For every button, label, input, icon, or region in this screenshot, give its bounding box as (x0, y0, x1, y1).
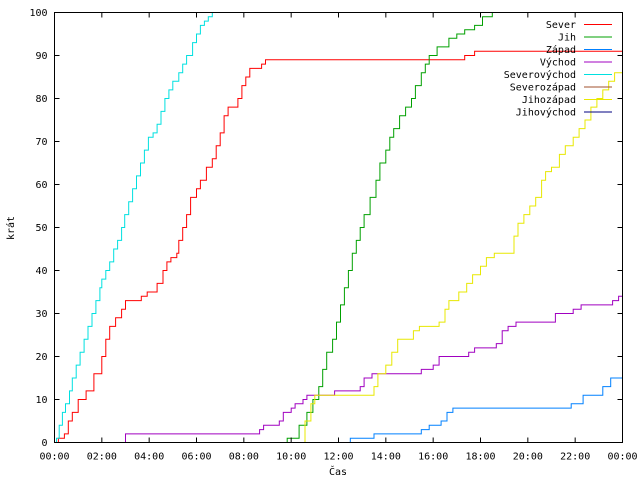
series-line-3 (349, 377, 623, 443)
y-tick-label: 80 (35, 94, 47, 105)
series-line-4 (125, 295, 623, 443)
y-axis-label: krát (5, 216, 17, 240)
y-tick-label: 40 (35, 266, 47, 277)
legend-label: Severozápad (510, 82, 576, 94)
legend-label: Jihozápad (522, 94, 576, 106)
y-tick-label: 90 (35, 51, 47, 62)
x-tick-label: 10:00 (276, 452, 306, 463)
y-tick-label: 20 (35, 352, 47, 363)
y-tick-label: 70 (35, 137, 47, 148)
legend-label: Severovýchod (504, 69, 576, 81)
legend-label: Jihovýchod (516, 107, 576, 119)
x-ticks: 00:00 02:00 04:00 06:00 08:00 10:00 12:00 14:00… (39, 12, 638, 463)
series-line-7 (304, 64, 623, 443)
legend: Sever JihZápadVýchodSeverovýchodSeverozáp… (504, 20, 612, 119)
x-tick-label: 22:00 (560, 452, 590, 463)
x-tick-label: 18:00 (465, 452, 495, 463)
legend-label: Jih (558, 33, 576, 44)
legend-label: Sever (546, 20, 576, 31)
y-tick-label: 100 (29, 8, 47, 19)
x-tick-label: 16:00 (418, 452, 448, 463)
x-tick-label: 00:00 (39, 452, 69, 463)
x-axis-label: Čas (329, 465, 347, 478)
legend-label: Západ (546, 44, 576, 56)
series-line-5 (56, 12, 232, 443)
y-tick-label: 60 (35, 180, 47, 191)
x-tick-label: 00:00 (607, 452, 637, 463)
x-tick-label: 06:00 (181, 452, 211, 463)
series-line-2 (286, 12, 623, 443)
x-tick-label: 04:00 (134, 452, 164, 463)
x-tick-label: 20:00 (513, 452, 543, 463)
x-tick-label: 14:00 (371, 452, 401, 463)
x-tick-label: 02:00 (87, 452, 117, 463)
legend-label: Východ (540, 57, 576, 69)
y-tick-label: 30 (35, 309, 47, 320)
x-tick-label: 08:00 (229, 452, 259, 463)
y-tick-label: 10 (35, 395, 47, 406)
y-tick-label: 50 (35, 223, 47, 234)
series-line-1 (57, 50, 623, 443)
plot-lines (56, 12, 623, 443)
x-tick-label: 12:00 (323, 452, 353, 463)
y-tick-label: 0 (41, 438, 47, 449)
y-ticks: 0 10 20 30 40 50 60 70 80 90 100 (29, 8, 623, 449)
